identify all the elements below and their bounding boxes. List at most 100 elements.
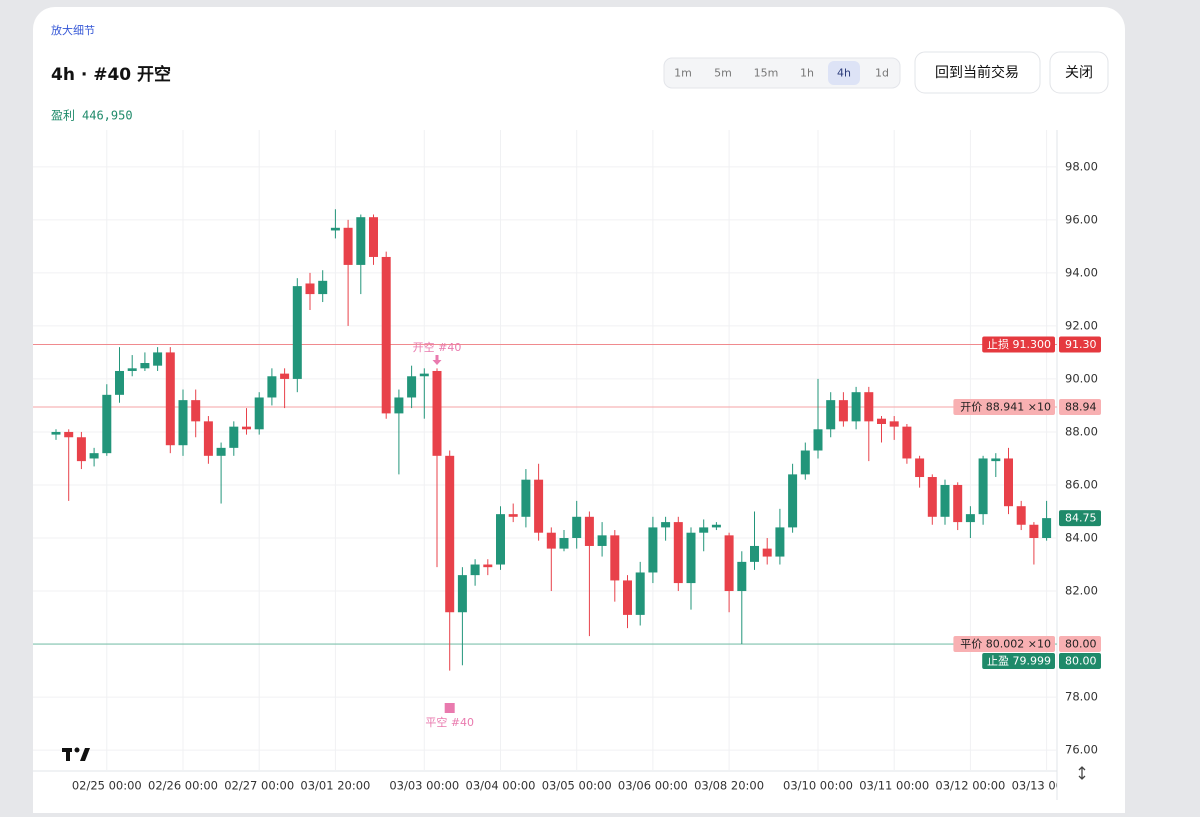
x-tick-label: 02/25 00:00 [72,779,142,793]
candle-body [203,421,213,456]
y-tick-label: 78.00 [1065,690,1098,704]
price-line-tag-bg [982,336,1055,353]
timeframe-button[interactable]: 15m [754,67,779,80]
candle-body [711,524,721,528]
back-button[interactable] [914,51,1041,94]
price-line-tag-bg [953,399,1055,416]
candle-body [902,426,912,459]
back-button-label[interactable]: 回到当前交易 [935,64,1019,81]
price-line-tag: 止损 91.300 [987,337,1051,351]
timeframe-group [663,57,901,89]
candle-body [1016,506,1026,525]
price-axis-tag: 80.00 [1065,638,1097,651]
candle-body [254,397,264,430]
entry-annotation: 开空 #40 [413,340,462,354]
price-axis-tag-bg [1059,399,1101,416]
x-tick-label: 03/08 20:00 [694,779,764,793]
exit-marker [444,703,455,713]
timeframe-button[interactable]: 1h [800,67,814,80]
x-tick-label: 03/06 00:00 [618,779,688,793]
close-button-label[interactable]: 关闭 [1065,65,1093,81]
candle-body [991,458,1001,462]
candle-body [356,217,366,265]
x-tick-label: 03/13 00:00 [1012,779,1082,793]
price-axis-tag-bg [1059,636,1101,653]
candle-body [610,535,620,581]
timeframe-button[interactable]: 1m [674,67,692,80]
candle-body [978,458,988,515]
close-button[interactable] [1049,51,1109,94]
price-axis-tag: 88.94 [1065,401,1097,414]
candle-body [432,370,442,456]
timeframe-button[interactable]: 5m [714,67,732,80]
candle-body [457,575,467,613]
candle-body [483,564,493,568]
candle-body [965,514,975,523]
timeframe-button[interactable]: 1d [875,67,889,80]
candle-body [737,561,747,592]
y-tick-label: 94.00 [1065,265,1098,279]
y-tick-label: 98.00 [1065,159,1098,173]
candle-body [115,370,124,395]
y-tick-label: 90.00 [1065,371,1098,385]
y-tick-label: 92.00 [1065,318,1098,332]
candle-body [140,363,150,369]
candle-body [292,286,302,379]
candle-body [1042,518,1052,539]
candle-body [686,532,696,584]
candle-body [508,514,518,517]
breadcrumb[interactable]: 放大细节 [51,23,95,37]
candle-body [1029,524,1039,539]
x-tick-label: 03/11 00:00 [859,779,929,793]
candle-body [635,572,645,615]
price-line-tag: 止盈 79.999 [987,655,1051,668]
candle-body [76,437,86,462]
candle-body [165,352,175,446]
candle-body [343,227,353,265]
x-tick-label: 03/12 00:00 [935,779,1005,793]
x-tick-label: 03/05 00:00 [542,779,612,793]
candle-body [64,431,74,438]
candle-body [623,580,632,615]
candle-body [826,400,836,430]
candle-body [394,397,404,414]
price-axis-tag: 91.30 [1065,338,1097,351]
title: 4h · #40 开空 [51,64,171,85]
candle-body [877,418,886,424]
candle-body [191,400,201,422]
candle-body [788,474,798,528]
timeframe-button[interactable]: 4h [837,67,851,80]
candle-body [800,450,810,475]
candle-body [229,426,239,448]
candle-body [699,527,709,533]
candle-body [661,522,671,528]
candle-body [851,392,861,422]
x-tick-label: 03/01 20:00 [300,779,370,793]
candle-body [648,527,658,573]
candle-body [915,458,925,478]
price-line-tag-bg [953,636,1055,653]
price-axis-tag: 80.00 [1065,655,1097,668]
candle-body [546,532,556,549]
scale-toggle-icon[interactable] [1078,766,1086,780]
candle-body [419,373,429,377]
candle-body [381,256,391,414]
x-tick-label: 03/03 00:00 [389,779,459,793]
candle-body [864,392,874,422]
x-tick-label: 03/04 00:00 [466,779,536,793]
price-axis-tag-bg [1059,336,1101,353]
candle-body [267,376,277,398]
price-line-tag: 平价 80.002 ×10 [960,638,1051,651]
y-tick-label: 86.00 [1065,477,1098,491]
price-line-tag-bg [982,653,1055,670]
candle-body [775,527,785,557]
candle-body [470,564,480,576]
last-price-tag-bg [1059,510,1101,527]
candle-body [940,484,950,517]
candle-body [280,373,290,379]
modal-card [33,7,1125,817]
candle-body [750,545,759,562]
candle-body [559,538,569,549]
